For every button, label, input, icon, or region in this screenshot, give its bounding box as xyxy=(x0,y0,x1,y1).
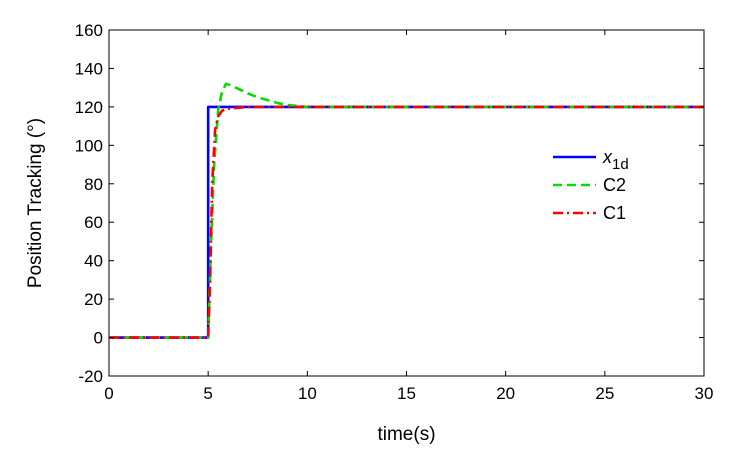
y-tick-label: 60 xyxy=(84,213,103,232)
legend-label-sub: 1d xyxy=(612,156,629,173)
x-tick-label: 0 xyxy=(104,384,113,403)
y-tick-label: 100 xyxy=(75,136,103,155)
x-tick-label: 30 xyxy=(695,384,714,403)
x-tick-label: 5 xyxy=(203,384,212,403)
legend-label-c2: C2 xyxy=(603,175,626,195)
y-tick-label: 160 xyxy=(75,21,103,40)
y-tick-label: 140 xyxy=(75,59,103,78)
series-line-c2 xyxy=(109,82,704,339)
x-tick-label: 15 xyxy=(397,384,416,403)
legend-label-main: x xyxy=(602,147,613,167)
x-axis-label: time(s) xyxy=(377,424,435,445)
x-tick-label: 10 xyxy=(298,384,317,403)
y-axis-label: Position Tracking (°) xyxy=(25,118,46,288)
y-tick-label: -20 xyxy=(78,367,103,386)
y-tick-label: 120 xyxy=(75,98,103,117)
x-tick-label: 20 xyxy=(496,384,515,403)
series-line-c1 xyxy=(109,105,704,339)
series-layer xyxy=(109,82,704,339)
legend-label-x1d: x1d xyxy=(602,147,629,173)
y-tick-label: 40 xyxy=(84,252,103,271)
legend-label-c1: C1 xyxy=(603,203,626,223)
y-tick-label: 0 xyxy=(94,329,103,348)
y-tick-label: 20 xyxy=(84,290,103,309)
y-tick-label: 80 xyxy=(84,175,103,194)
x-tick-label: 25 xyxy=(595,384,614,403)
